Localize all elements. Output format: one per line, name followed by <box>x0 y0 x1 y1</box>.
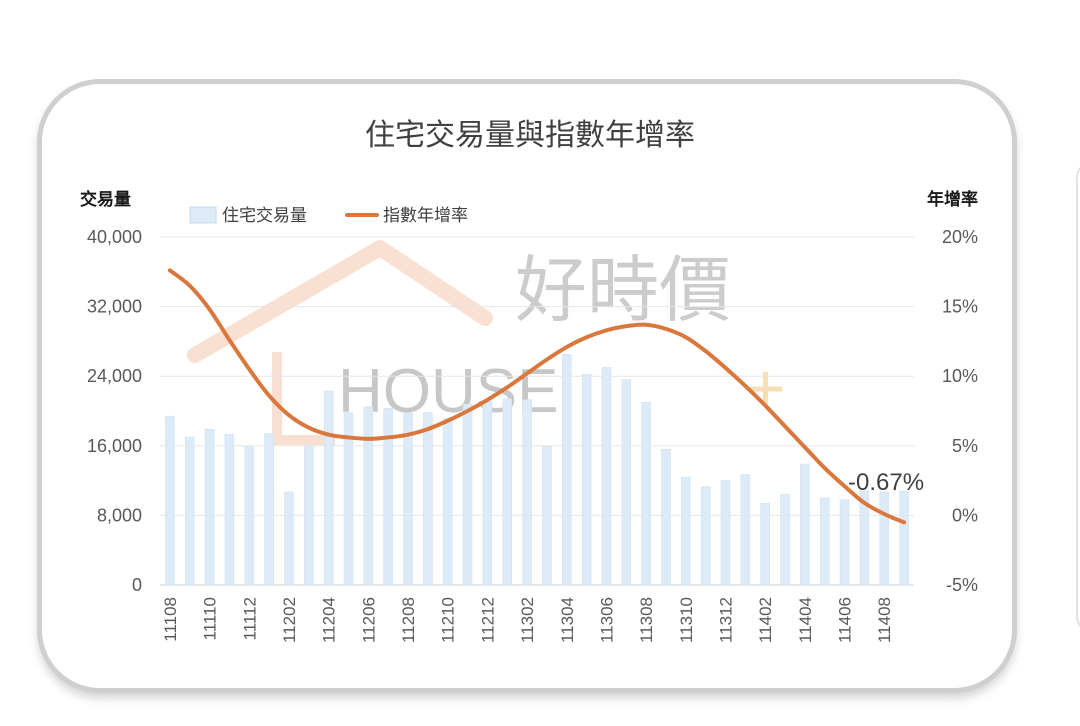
bar-11408 <box>879 491 890 586</box>
bar-11206 <box>363 406 374 586</box>
x-tick-label: 11210 <box>439 597 458 643</box>
x-tick-label: 11108 <box>161 597 180 642</box>
right-tick-label: 20% <box>942 227 978 247</box>
line-series <box>167 268 907 525</box>
bar-11209 <box>423 412 433 586</box>
bar-11210 <box>442 418 453 586</box>
right-tick-label: 5% <box>952 436 978 456</box>
x-tick-label: 11402 <box>756 597 775 643</box>
bar-11306 <box>601 367 612 586</box>
left-tick-label: 8,000 <box>97 505 142 525</box>
bar-11301 <box>502 398 513 586</box>
chart-title: 住宅交易量與指數年增率 <box>365 118 695 153</box>
bar-11305 <box>581 374 592 586</box>
x-tick-label: 11308 <box>637 597 656 643</box>
bar-11309 <box>661 448 671 586</box>
x-tick-label: 11206 <box>359 597 378 643</box>
bar-11405 <box>819 497 830 586</box>
right-tick-label: -5% <box>946 575 978 595</box>
left-tick-label: 40,000 <box>87 227 142 247</box>
bar-11304 <box>561 354 572 586</box>
legend-swatch-volume <box>189 206 217 224</box>
x-tick-label: 11404 <box>796 597 815 643</box>
watermark-plus-sign: + <box>745 349 786 427</box>
x-tick-label: 11408 <box>875 597 894 643</box>
watermark-logo: 好時價 HOUSE + <box>187 240 786 445</box>
bar-11208 <box>403 412 413 586</box>
legend: 住宅交易量 指數年增率 <box>189 206 468 226</box>
bar-11211 <box>462 403 473 586</box>
bar-11108 <box>165 415 175 586</box>
x-tick-label: 11310 <box>677 597 696 643</box>
x-tick-label: 11304 <box>558 597 577 643</box>
bar-11406 <box>839 499 850 586</box>
x-tick-label: 11302 <box>518 597 537 643</box>
bar-11409 <box>899 490 909 586</box>
bar-11303 <box>542 446 552 586</box>
left-axis-ticks: 40,000 32,000 24,000 16,000 8,000 0 <box>87 227 142 595</box>
left-tick-label: 32,000 <box>87 297 142 317</box>
last-value-annotation: -0.67% <box>848 469 924 496</box>
bar-11310 <box>681 476 691 586</box>
watermark-roof-shape <box>187 240 493 363</box>
watermark-chinese-text: 好時價 <box>515 248 731 332</box>
legend-label-growth: 指數年增率 <box>383 206 468 226</box>
bar-11203 <box>304 445 314 586</box>
bar-11109 <box>184 436 195 586</box>
bar-11212 <box>482 401 493 586</box>
watermark-house-shape <box>272 352 335 445</box>
x-tick-label: 11202 <box>280 597 299 643</box>
left-tick-label: 16,000 <box>87 436 142 456</box>
legend-label-volume: 住宅交易量 <box>222 206 307 226</box>
bar-11112 <box>244 446 255 586</box>
chart-card <box>42 84 1012 688</box>
right-tick-label: 10% <box>942 366 978 386</box>
left-tick-label: 24,000 <box>87 366 142 386</box>
bar-11111 <box>224 434 235 586</box>
bar-11401 <box>740 474 751 586</box>
right-axis-ticks: 20% 15% 10% 5% 0% -5% <box>942 227 978 595</box>
bar-series <box>165 354 909 586</box>
right-axis-title: 年增率 <box>927 189 978 210</box>
x-tick-label: 11306 <box>597 597 616 643</box>
bar-11312 <box>720 480 731 586</box>
left-tick-label: 0 <box>132 575 142 595</box>
bar-11407 <box>859 490 870 586</box>
bar-11207 <box>383 408 393 586</box>
bar-11402 <box>760 502 770 586</box>
bar-11311 <box>700 486 711 586</box>
x-tick-label: 11208 <box>399 597 418 643</box>
growth-rate-line <box>167 268 907 525</box>
watermark-latin-text: HOUSE <box>338 357 558 426</box>
bar-11205 <box>343 412 354 586</box>
bar-11403 <box>780 494 790 586</box>
x-tick-label: 11406 <box>836 597 855 643</box>
bar-11308 <box>641 401 651 586</box>
bar-11307 <box>621 379 632 586</box>
bar-11204 <box>323 390 334 586</box>
x-tick-label: 11112 <box>240 597 259 641</box>
right-tick-label: 0% <box>952 505 978 525</box>
left-axis-title: 交易量 <box>80 189 131 210</box>
bar-11110 <box>204 428 215 586</box>
right-tick-label: 15% <box>942 297 978 317</box>
bar-11202 <box>284 491 294 586</box>
bar-11302 <box>522 399 532 586</box>
x-tick-label: 11204 <box>320 597 339 643</box>
x-tick-label: 11212 <box>478 597 497 643</box>
bar-11404 <box>800 463 810 586</box>
x-axis-ticks: 11108 11110 11112 11202 11204 11206 11208 11210… <box>161 597 894 643</box>
x-tick-label: 11110 <box>201 597 220 641</box>
bar-11201 <box>264 433 274 586</box>
x-tick-label: 11312 <box>717 597 736 643</box>
